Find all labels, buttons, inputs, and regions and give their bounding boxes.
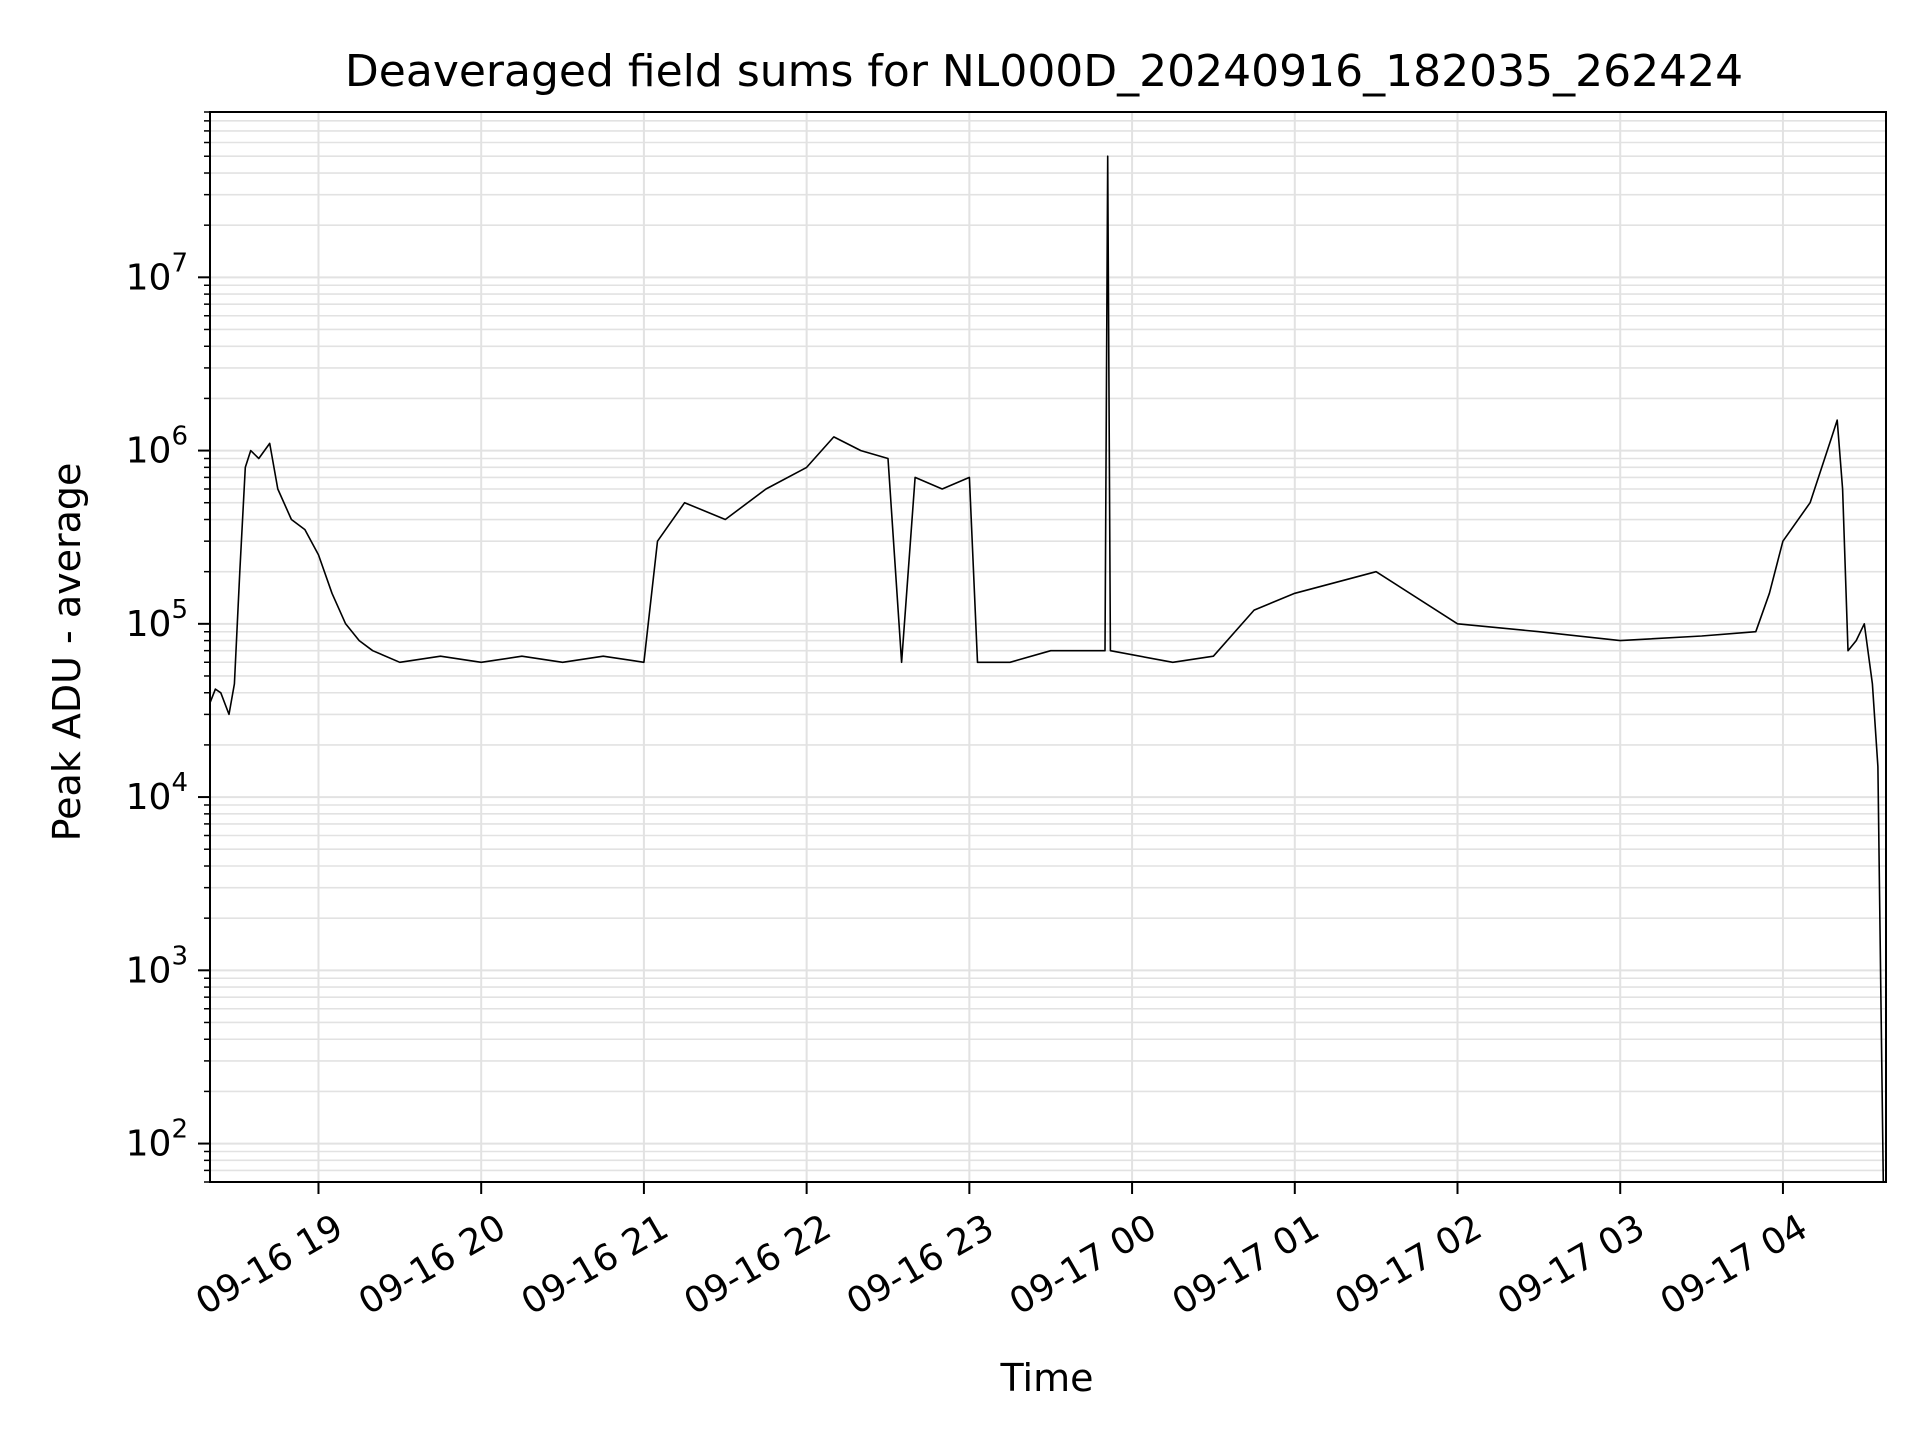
y-axis-label: Peak ADU - average [45, 463, 89, 842]
y-tick-label: 107 [126, 248, 188, 298]
series-layer [209, 155, 1885, 1183]
y-tick-exponent: 2 [171, 1115, 188, 1145]
y-tick-exponent: 7 [171, 248, 188, 278]
y-tick-base: 10 [126, 257, 172, 298]
y-tick-label: 106 [126, 422, 188, 472]
y-tick-base: 10 [126, 950, 172, 991]
y-tick-label: 104 [126, 768, 188, 818]
y-tick-exponent: 3 [171, 941, 188, 971]
y-tick-label: 103 [126, 941, 188, 991]
plot-frame [209, 111, 1887, 1183]
series-line [209, 155, 1885, 1183]
y-tick-base: 10 [126, 1124, 172, 1165]
y-tick-label: 105 [126, 595, 188, 645]
y-tick-exponent: 4 [171, 768, 188, 798]
y-tick-exponent: 5 [171, 595, 188, 625]
x-axis-label: Time [1000, 1356, 1094, 1400]
y-tick-exponent: 6 [171, 422, 188, 452]
y-tick-base: 10 [126, 431, 172, 472]
y-tick-label: 102 [126, 1115, 188, 1165]
y-tick-base: 10 [126, 604, 172, 645]
y-tick-base: 10 [126, 777, 172, 818]
chart-title: Deaveraged field sums for NL000D_2024091… [345, 46, 1743, 97]
